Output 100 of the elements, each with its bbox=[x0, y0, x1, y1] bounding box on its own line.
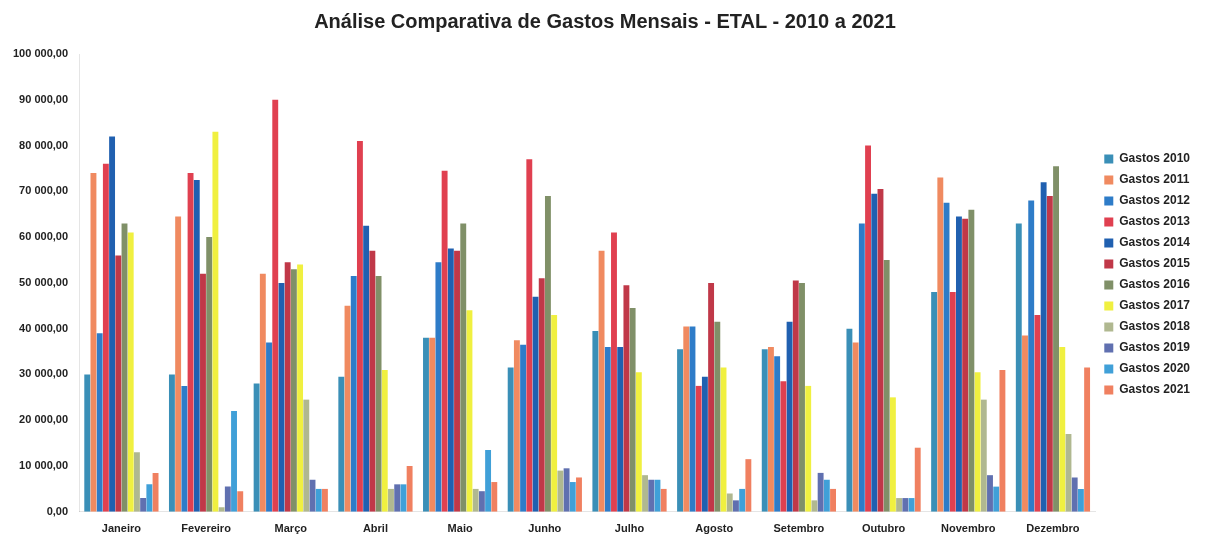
bar bbox=[714, 321, 721, 512]
chart-title: Análise Comparativa de Gastos Mensais - ETAL - 2010 a 2021 bbox=[314, 9, 896, 32]
bar bbox=[811, 500, 818, 512]
bar bbox=[441, 170, 448, 512]
bar bbox=[115, 255, 122, 512]
bar bbox=[284, 262, 291, 512]
bar bbox=[423, 337, 429, 512]
bar bbox=[1071, 477, 1078, 512]
bar bbox=[980, 399, 987, 512]
bar bbox=[181, 385, 188, 512]
bar bbox=[140, 498, 147, 512]
bar bbox=[388, 488, 394, 512]
bar bbox=[745, 459, 752, 512]
x-tick-label: Janeiro bbox=[101, 522, 142, 535]
bar bbox=[109, 136, 116, 512]
legend-label: Gastos 2011 bbox=[1119, 172, 1190, 187]
legend-label: Gastos 2020 bbox=[1119, 361, 1191, 376]
bar bbox=[993, 486, 1000, 512]
legend-label: Gastos 2013 bbox=[1119, 214, 1191, 229]
bar bbox=[611, 232, 617, 512]
bar bbox=[623, 285, 630, 512]
bar bbox=[356, 140, 363, 512]
bar bbox=[805, 385, 812, 512]
y-tick-label: 20 000,00 bbox=[19, 413, 69, 426]
bar bbox=[259, 273, 266, 512]
bar bbox=[792, 280, 799, 512]
bar bbox=[381, 369, 388, 512]
bar bbox=[761, 349, 768, 512]
bar bbox=[999, 369, 1006, 512]
legend-label: Gastos 2021 bbox=[1119, 382, 1191, 397]
x-tick-label: Setembro bbox=[773, 522, 825, 535]
bar bbox=[902, 498, 909, 512]
bar bbox=[987, 475, 993, 512]
bar bbox=[931, 292, 938, 512]
bar bbox=[460, 223, 467, 512]
bar bbox=[871, 193, 878, 512]
bar bbox=[858, 223, 865, 512]
bar bbox=[175, 216, 182, 512]
bar bbox=[429, 337, 436, 512]
bar bbox=[472, 488, 479, 512]
bar bbox=[974, 372, 981, 512]
bar bbox=[557, 470, 564, 512]
bar bbox=[683, 326, 690, 512]
bar bbox=[224, 486, 231, 512]
bar bbox=[478, 491, 485, 512]
bar bbox=[321, 488, 328, 512]
bar bbox=[266, 342, 272, 512]
bar bbox=[253, 383, 260, 512]
bar bbox=[937, 177, 944, 512]
bar bbox=[896, 498, 903, 512]
bar bbox=[1046, 195, 1053, 512]
bar bbox=[538, 278, 545, 512]
legend-label: Gastos 2016 bbox=[1119, 277, 1191, 292]
bar bbox=[102, 163, 109, 512]
bar bbox=[297, 264, 304, 512]
bar bbox=[1084, 367, 1091, 512]
x-tick-label: Março bbox=[274, 522, 308, 535]
bar bbox=[701, 376, 708, 512]
x-tick-label: Novembro bbox=[941, 522, 996, 535]
bar bbox=[883, 260, 890, 512]
x-tick-label: Julho bbox=[614, 522, 645, 535]
bar bbox=[146, 484, 153, 512]
bar bbox=[520, 344, 527, 512]
bar bbox=[635, 372, 642, 512]
x-tick-label: Fevereiro bbox=[181, 522, 232, 535]
bar bbox=[369, 250, 376, 512]
y-tick-label: 0,00 bbox=[46, 504, 69, 517]
bar bbox=[454, 250, 460, 512]
bar bbox=[830, 488, 836, 512]
y-tick-label: 80 000,00 bbox=[19, 138, 69, 151]
bar bbox=[708, 282, 715, 512]
bar bbox=[846, 328, 853, 512]
bar bbox=[272, 99, 279, 512]
bar bbox=[604, 346, 611, 512]
bar bbox=[865, 145, 871, 512]
bar bbox=[1034, 314, 1041, 512]
legend-label: Gastos 2018 bbox=[1119, 319, 1191, 334]
legend-label: Gastos 2014 bbox=[1119, 235, 1191, 250]
bar bbox=[949, 292, 956, 512]
bar bbox=[914, 447, 921, 512]
bar bbox=[732, 500, 739, 512]
bar bbox=[526, 159, 533, 512]
bar bbox=[551, 314, 558, 512]
bar bbox=[187, 173, 194, 512]
bar bbox=[629, 308, 636, 512]
bar bbox=[152, 472, 159, 512]
bar bbox=[485, 450, 492, 512]
y-tick-label: 70 000,00 bbox=[19, 184, 69, 197]
bar bbox=[598, 250, 605, 512]
x-tick-label: Agosto bbox=[695, 522, 734, 535]
bar bbox=[774, 356, 781, 512]
bar bbox=[799, 282, 805, 512]
y-tick-label: 100 000,00 bbox=[12, 47, 69, 60]
bar bbox=[786, 321, 793, 512]
x-tick-label: Outubro bbox=[861, 522, 906, 535]
bar bbox=[695, 385, 702, 512]
bar bbox=[592, 330, 599, 512]
legend-label: Gastos 2017 bbox=[1119, 298, 1191, 313]
bar bbox=[739, 488, 746, 512]
bar bbox=[617, 346, 624, 512]
